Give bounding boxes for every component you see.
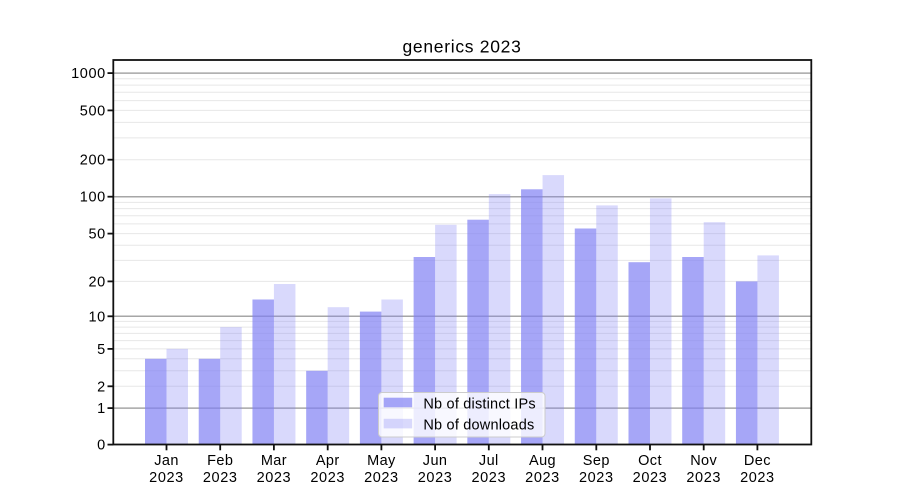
svg-text:Mar: Mar xyxy=(261,453,287,469)
svg-text:Dec: Dec xyxy=(744,453,771,469)
svg-text:50: 50 xyxy=(88,227,105,243)
svg-text:2023: 2023 xyxy=(686,470,721,486)
svg-text:500: 500 xyxy=(80,103,106,119)
svg-text:1000: 1000 xyxy=(71,66,106,82)
svg-text:2023: 2023 xyxy=(364,470,399,486)
svg-text:2: 2 xyxy=(97,379,106,395)
svg-text:1: 1 xyxy=(97,401,106,417)
svg-text:Oct: Oct xyxy=(638,453,662,469)
svg-text:10: 10 xyxy=(88,309,105,325)
svg-text:0: 0 xyxy=(97,438,106,454)
svg-text:Aug: Aug xyxy=(529,453,556,469)
svg-text:Feb: Feb xyxy=(207,453,233,469)
svg-text:2023: 2023 xyxy=(310,470,345,486)
svg-text:Jan: Jan xyxy=(154,453,179,469)
svg-text:May: May xyxy=(367,453,396,469)
svg-text:2023: 2023 xyxy=(257,470,292,486)
svg-text:2023: 2023 xyxy=(633,470,668,486)
svg-text:Jun: Jun xyxy=(423,453,448,469)
svg-text:2023: 2023 xyxy=(149,470,184,486)
svg-text:Jul: Jul xyxy=(479,453,499,469)
svg-text:2023: 2023 xyxy=(471,470,506,486)
svg-text:200: 200 xyxy=(80,153,106,169)
svg-text:2023: 2023 xyxy=(525,470,560,486)
svg-text:Sep: Sep xyxy=(583,453,610,469)
svg-text:Apr: Apr xyxy=(316,453,340,469)
svg-text:Nov: Nov xyxy=(690,453,717,469)
svg-text:20: 20 xyxy=(88,274,105,290)
svg-text:Nb of downloads: Nb of downloads xyxy=(423,418,534,434)
svg-text:generics 2023: generics 2023 xyxy=(402,37,521,57)
svg-text:Nb of distinct IPs: Nb of distinct IPs xyxy=(423,396,535,412)
svg-text:2023: 2023 xyxy=(203,470,238,486)
svg-text:2023: 2023 xyxy=(740,470,775,486)
svg-text:2023: 2023 xyxy=(579,470,614,486)
svg-text:2023: 2023 xyxy=(418,470,453,486)
svg-text:100: 100 xyxy=(80,190,106,206)
svg-text:5: 5 xyxy=(97,342,106,358)
